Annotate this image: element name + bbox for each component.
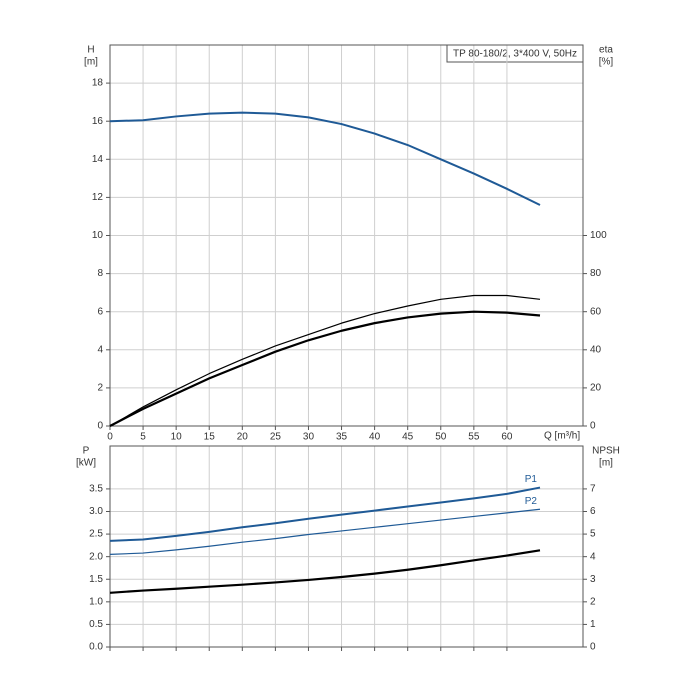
curve (109, 486, 541, 542)
y-tick-label: 0.0 (89, 642, 103, 653)
y2-tick-label: 4 (590, 551, 596, 562)
y-tick-label: 8 (97, 268, 103, 279)
series-label: P1 (525, 474, 538, 485)
x-tick-label: 25 (270, 432, 282, 443)
y-tick-label: 4 (97, 344, 103, 355)
chart-title: TP 80-180/2, 3*400 V, 50Hz (453, 49, 577, 60)
x-tick-label: 45 (402, 432, 414, 443)
curve (109, 111, 541, 206)
y2-tick-label: 0 (590, 421, 596, 432)
y-tick-label: 3.5 (89, 484, 103, 495)
y-tick-label: 0.5 (89, 619, 103, 630)
x-axis-label: Q [m³/h] (544, 431, 580, 442)
x-tick-label: 35 (336, 432, 348, 443)
y2-tick-label: 60 (590, 306, 602, 317)
y2-axis-label: eta (599, 45, 613, 56)
plot-frame (109, 44, 584, 427)
y2-tick-label: 2 (590, 596, 596, 607)
x-tick-label: 50 (435, 432, 447, 443)
y-axis-unit: [kW] (76, 458, 96, 469)
curve (109, 294, 541, 427)
y-tick-label: 3.0 (89, 506, 103, 517)
y2-tick-label: 7 (590, 484, 596, 495)
series-label: P2 (525, 496, 538, 507)
curve (109, 508, 541, 555)
x-tick-label: 15 (204, 432, 216, 443)
x-tick-label: 5 (140, 432, 146, 443)
curve (109, 549, 541, 594)
x-tick-label: 60 (501, 432, 513, 443)
y2-tick-label: 6 (590, 506, 596, 517)
y2-tick-label: 20 (590, 383, 602, 394)
y-tick-label: 2.5 (89, 529, 103, 540)
y2-tick-label: 5 (590, 529, 596, 540)
x-tick-label: 0 (107, 432, 113, 443)
x-tick-label: 30 (303, 432, 315, 443)
y2-axis-label: NPSH (592, 446, 620, 457)
x-tick-label: 10 (171, 432, 183, 443)
curve (109, 310, 541, 427)
y-tick-label: 10 (92, 230, 104, 241)
y2-tick-label: 3 (590, 574, 596, 585)
y-tick-label: 1.0 (89, 596, 103, 607)
y2-tick-label: 1 (590, 619, 596, 630)
plot-frame (109, 445, 584, 648)
y-tick-label: 0 (97, 421, 103, 432)
y-tick-label: 2.0 (89, 551, 103, 562)
y2-axis-unit: [%] (599, 57, 614, 68)
y-tick-label: 2 (97, 383, 103, 394)
y-tick-label: 6 (97, 306, 103, 317)
y-axis-label: P (83, 446, 90, 457)
x-tick-label: 55 (468, 432, 480, 443)
y2-tick-label: 40 (590, 344, 602, 355)
x-tick-label: 20 (237, 432, 249, 443)
y2-tick-label: 80 (590, 268, 602, 279)
y-tick-label: 16 (92, 116, 104, 127)
y-tick-label: 14 (92, 154, 104, 165)
y-axis-unit: [m] (84, 57, 98, 68)
y2-tick-label: 0 (590, 642, 596, 653)
y-tick-label: 18 (92, 78, 104, 89)
y2-axis-unit: [m] (599, 458, 613, 469)
x-tick-label: 40 (369, 432, 381, 443)
y2-tick-label: 100 (590, 230, 607, 241)
y-tick-label: 12 (92, 192, 104, 203)
y-axis-label: H (87, 45, 94, 56)
y-tick-label: 1.5 (89, 574, 103, 585)
